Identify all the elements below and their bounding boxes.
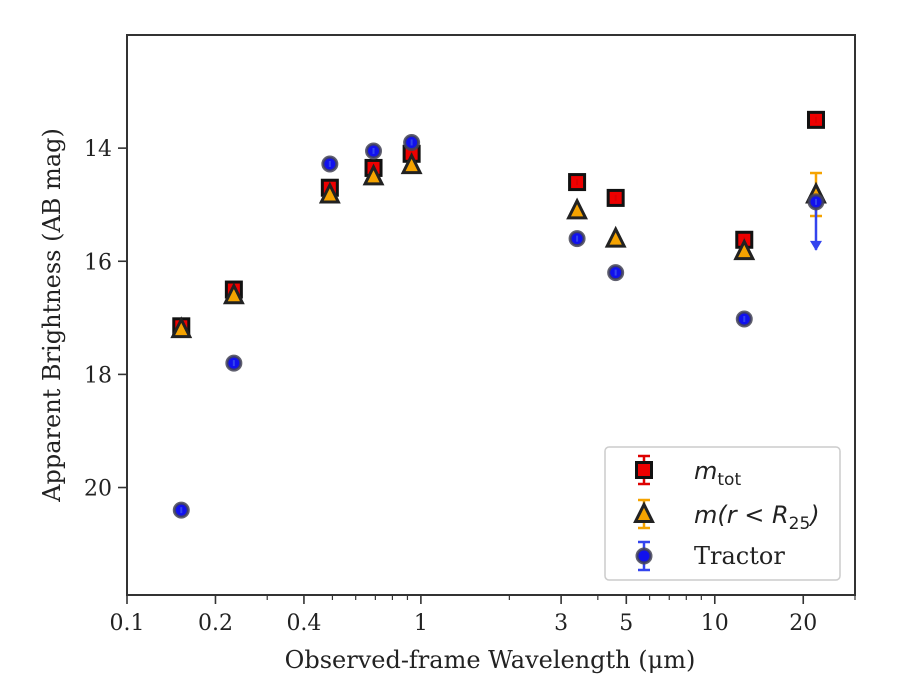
x-tick-label: 5 [619,611,633,636]
x-tick-label: 0.1 [110,611,145,636]
legend-label-mr25-prefix: m(r < R [694,501,789,529]
y-tick-label: 16 [84,250,112,275]
series-circle [172,133,825,519]
x-tick-label: 10 [701,611,729,636]
legend-marker-triangle [633,501,655,523]
y-axis-label: Apparent Brightness (AB mag) [38,128,66,503]
legend-marker-circle [635,547,653,565]
series-square [172,110,825,336]
x-tick-label: 20 [789,611,817,636]
plot-area [126,34,856,596]
legend-box [604,446,841,581]
legend-label-mr25: m(r < R25) [694,501,820,534]
series-triangle [170,152,827,339]
legend-label-mr25-sub: 25 [789,514,811,534]
upper-limit-arrow [809,240,822,251]
y-tick-label: 14 [84,137,112,162]
x-tick-label: 0.2 [198,611,233,636]
data-marks [170,110,827,519]
x-tick-label: 3 [554,611,568,636]
legend-label-mr25-suffix: ) [808,501,819,529]
legend: mtot m(r < R25) Tractor [604,446,841,581]
y-tick-label: 20 [84,477,112,502]
legend-label-mtot-base: m [694,457,717,485]
x-tick-label: 0.4 [286,611,321,636]
x-axis-label: Observed-frame Wavelength (μm) [285,646,696,674]
x-tick-label: 1 [414,611,428,636]
legend-label-mtot: mtot [694,457,741,490]
axes-frame [126,34,856,596]
y-tick-label: 18 [84,363,112,388]
legend-marker-square [635,461,653,479]
legend-label-tractor: Tractor [694,542,785,570]
legend-label-mtot-sub: tot [717,470,741,490]
axis-ticks: 0.1 0.2 0.4 1 3 5 10 20 14 16 18 20 [84,137,856,636]
